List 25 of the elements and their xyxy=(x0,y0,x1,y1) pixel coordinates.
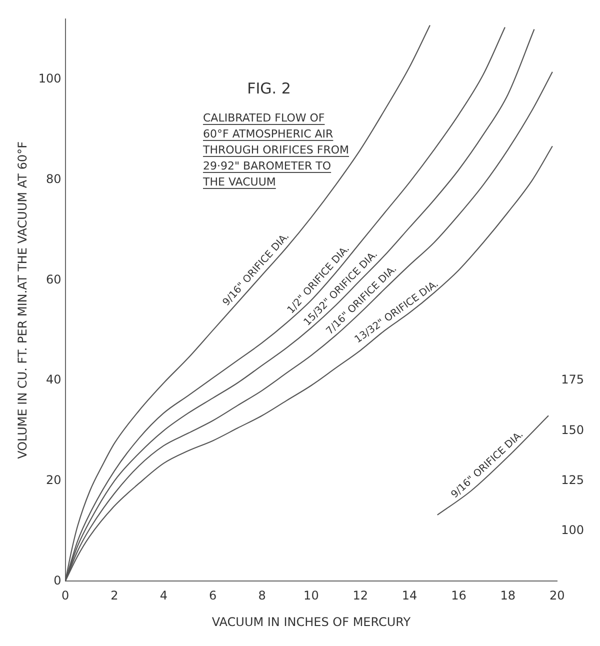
x-tick-label: 12 xyxy=(352,588,368,603)
x-tick-label: 10 xyxy=(304,588,319,603)
x-tick-label: 8 xyxy=(258,588,266,603)
y2-tick-label: 150 xyxy=(561,422,584,437)
text: CALIBRATED FLOW OF 60°F ATMOSPHERIC AIR THROUGH ORIFICES FROM 29·92" BAROMETER TO THE VACUUM xyxy=(202,111,349,188)
y-tick-label: 0 xyxy=(54,573,62,588)
x-tick-label: 18 xyxy=(500,588,516,603)
y2-tick-label: 125 xyxy=(561,472,584,487)
y-axis-title: VOLUME IN CU. FT. PER MIN.AT THE VACUUM AT 60°F xyxy=(15,141,30,459)
y2-tick-label: 100 xyxy=(561,523,584,538)
x-tick-label: 20 xyxy=(549,588,565,603)
x-tick-label: 2 xyxy=(110,588,118,603)
x-tick-label: 14 xyxy=(402,588,418,603)
y2-tick-label: 175 xyxy=(561,372,584,387)
y-tick-label: 40 xyxy=(46,372,62,387)
x-axis-title: VACUUM IN INCHES OF MERCURY xyxy=(212,614,412,629)
y-tick-label: 20 xyxy=(46,472,62,487)
text: FIG. 2 xyxy=(247,79,291,98)
x-tick-label: 6 xyxy=(209,588,217,603)
y-tick-label: 100 xyxy=(38,72,62,86)
x-tick-label: 16 xyxy=(451,588,466,603)
y-tick-label: 60 xyxy=(46,272,62,286)
y-tick-label: 80 xyxy=(46,172,62,186)
x-tick-label: 4 xyxy=(160,588,168,603)
line-series xyxy=(436,415,550,516)
